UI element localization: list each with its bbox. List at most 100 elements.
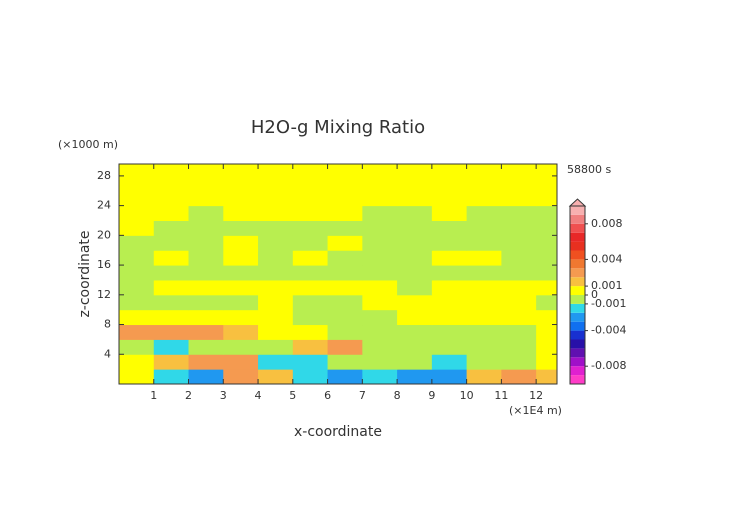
field-cell xyxy=(362,190,398,207)
field-cell xyxy=(327,175,363,192)
field-cell xyxy=(119,294,155,311)
colorbar-band xyxy=(570,303,585,313)
field-cell xyxy=(536,220,557,236)
colorbar-band xyxy=(570,348,585,358)
field-cell xyxy=(119,164,155,177)
field-cell xyxy=(327,164,363,177)
field-cell xyxy=(153,205,190,221)
colorbar-band xyxy=(570,295,585,304)
field-cell xyxy=(362,220,398,236)
field-cell xyxy=(362,205,398,221)
field-cell xyxy=(327,309,363,326)
field-cell xyxy=(258,354,294,370)
x-tick-label: 11 xyxy=(494,389,508,402)
colorbar-band xyxy=(570,250,585,260)
field-cell xyxy=(536,265,557,281)
field-cell xyxy=(188,354,224,370)
field-cell xyxy=(397,175,433,192)
field-cell xyxy=(292,205,329,221)
field-cell xyxy=(188,369,224,384)
field-cell xyxy=(292,220,329,236)
field-cell xyxy=(431,220,468,236)
field-cell xyxy=(431,279,468,296)
field-cell xyxy=(501,205,537,221)
colorbar-band xyxy=(570,277,585,287)
colorbar-tick-label: 0.001 xyxy=(591,279,623,292)
y-tick-label: 8 xyxy=(104,318,111,331)
field-cell xyxy=(327,294,363,311)
field-cell xyxy=(119,205,155,221)
field-cell xyxy=(119,354,155,370)
field-cell xyxy=(327,190,363,207)
field-cell xyxy=(327,205,363,221)
field-cell xyxy=(466,369,502,384)
field-cell xyxy=(362,309,398,326)
field-cell xyxy=(327,235,363,251)
plot-frame xyxy=(118,163,558,385)
field-cell xyxy=(501,265,537,281)
field-cell xyxy=(397,220,433,236)
field-cell xyxy=(501,220,537,236)
field-cell xyxy=(466,235,502,251)
field-cell xyxy=(536,294,557,311)
field-cell xyxy=(501,190,537,207)
field-cell xyxy=(223,294,259,311)
field-cell xyxy=(119,339,155,355)
field-cell xyxy=(397,164,433,177)
field-cell xyxy=(292,265,329,281)
colorbar-tick-label: 0.004 xyxy=(591,252,623,265)
x-tick-label: 10 xyxy=(460,389,474,402)
field-cell xyxy=(501,250,537,266)
field-cell xyxy=(466,324,502,340)
field-cell xyxy=(501,324,537,340)
x-tick-label: 4 xyxy=(255,389,262,402)
field-cell xyxy=(431,190,468,207)
field-cell xyxy=(397,294,433,311)
field-cell xyxy=(153,294,190,311)
x-tick-label: 3 xyxy=(220,389,227,402)
colorbar-band xyxy=(570,232,585,242)
field-cell xyxy=(292,235,329,251)
field-cell xyxy=(536,250,557,266)
colorbar-band xyxy=(570,268,585,278)
field-cell xyxy=(501,309,537,326)
contour-field xyxy=(119,164,557,384)
field-cell xyxy=(188,205,224,221)
y-unit: (×1000 m) xyxy=(58,138,118,151)
field-cell xyxy=(536,205,557,221)
field-cell xyxy=(397,190,433,207)
field-cell xyxy=(397,369,433,384)
colorbar-band xyxy=(570,375,585,384)
chart-title: H2O-g Mixing Ratio xyxy=(251,117,425,138)
field-cell xyxy=(501,175,537,192)
x-unit: (×1E4 m) xyxy=(509,404,562,417)
field-cell xyxy=(223,265,259,281)
field-cell xyxy=(223,220,259,236)
field-cell xyxy=(292,294,329,311)
colorbar-tick-label: -0.008 xyxy=(591,359,626,372)
field-cell xyxy=(153,190,190,207)
field-cell xyxy=(292,309,329,326)
field-cell xyxy=(397,235,433,251)
field-cell xyxy=(536,279,557,296)
field-cell xyxy=(397,205,433,221)
field-cell xyxy=(188,220,224,236)
field-cell xyxy=(397,250,433,266)
field-cell xyxy=(466,265,502,281)
field-cell xyxy=(397,354,433,370)
x-tick-label: 2 xyxy=(185,389,192,402)
field-cell xyxy=(258,279,294,296)
colorbar-band xyxy=(570,214,585,224)
field-cell xyxy=(501,339,537,355)
field-cell xyxy=(119,175,155,192)
x-tick-label: 9 xyxy=(428,389,435,402)
field-cell xyxy=(292,250,329,266)
field-cell xyxy=(536,369,557,384)
field-cell xyxy=(292,354,329,370)
field-cell xyxy=(466,190,502,207)
field-cell xyxy=(362,354,398,370)
field-cell xyxy=(258,164,294,177)
field-cell xyxy=(188,294,224,311)
colorbar-band xyxy=(570,357,585,367)
field-cell xyxy=(362,265,398,281)
